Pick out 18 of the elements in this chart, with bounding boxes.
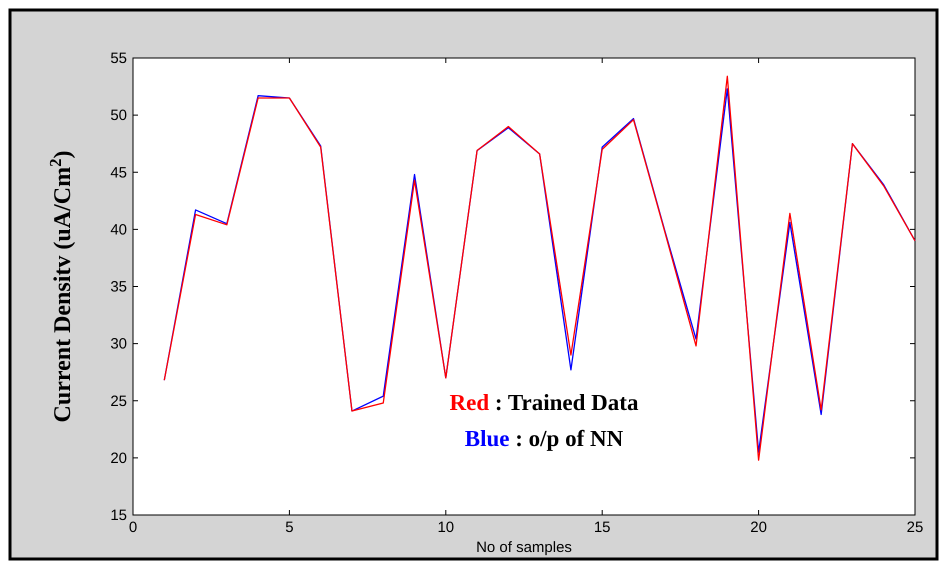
y-tick-label: 30	[110, 336, 127, 353]
text: Blue : o/p of NN	[464, 426, 624, 451]
x-tick-label: 20	[750, 519, 767, 536]
y-tick-label: 55	[110, 50, 127, 67]
y-tick-label: 35	[110, 278, 127, 296]
series-label: Red : Trained Data	[450, 390, 639, 415]
y-tick-label: 50	[110, 107, 127, 124]
x-tick-label: 0	[128, 519, 138, 536]
x-tick-label: 25	[906, 519, 924, 536]
x-tick-label: 15	[594, 519, 611, 536]
x-axis-title: No of samples	[476, 539, 572, 556]
x-tick-label: 5	[285, 519, 294, 536]
y-tick-label: 40	[110, 221, 127, 238]
y-tick-label: 15	[110, 507, 127, 524]
y-tick-label: 45	[110, 164, 127, 182]
y-tick-label: 20	[110, 450, 127, 467]
x-tick-label: 10	[437, 519, 454, 536]
y-tick-label: 25	[110, 392, 127, 410]
